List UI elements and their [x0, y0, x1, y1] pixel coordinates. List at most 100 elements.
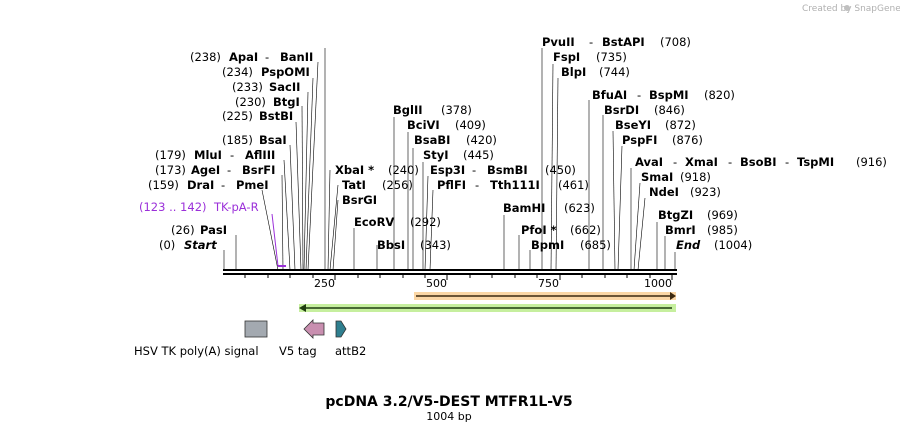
- pflfi-sep: -: [475, 178, 479, 192]
- fspi-label[interactable]: FspI: [553, 50, 580, 64]
- tspmi-label[interactable]: TspMI: [797, 155, 834, 169]
- snapgene-logo-icon: [844, 5, 850, 11]
- attb2-arrow-icon[interactable]: [335, 320, 347, 338]
- bpmi-pos: (685): [580, 238, 611, 252]
- sacii-label[interactable]: SacII: [269, 80, 300, 94]
- bfuai-bspmi-pos: (820): [704, 88, 735, 102]
- agei-label[interactable]: AgeI: [191, 163, 220, 177]
- bamhi-label[interactable]: BamHI: [503, 201, 545, 215]
- pasi-pos: (26): [171, 223, 195, 237]
- axis-ticks: [244, 275, 673, 280]
- bsabi-label[interactable]: BsaBI: [414, 133, 450, 147]
- bamhi-pos: (623): [564, 201, 595, 215]
- pmei-label[interactable]: PmeI: [236, 178, 269, 192]
- blpi-label[interactable]: BlpI: [561, 65, 586, 79]
- bbsi-label[interactable]: BbsI: [377, 238, 405, 252]
- fspi-pos: (735): [596, 50, 627, 64]
- pasi-label[interactable]: PasI: [200, 223, 227, 237]
- pfoi-label[interactable]: PfoI *: [521, 223, 557, 237]
- snapgene-credit: Created by SnapGene: [802, 4, 900, 14]
- orf-feature-arrowhead-icon: [670, 292, 676, 300]
- bseyi-label[interactable]: BseYI: [615, 118, 651, 132]
- pspfi-label[interactable]: PspFI: [622, 133, 657, 147]
- primer-name[interactable]: TK-pA-R: [213, 200, 259, 214]
- smai-label[interactable]: SmaI: [641, 170, 673, 184]
- tati-pos: (256): [382, 178, 413, 192]
- sacii-pos: (233): [232, 80, 263, 94]
- esp3i-label[interactable]: Esp3I: [430, 163, 465, 177]
- drai-label[interactable]: DraI: [187, 178, 214, 192]
- pfoi-pos: (662): [570, 223, 601, 237]
- bsobi-label[interactable]: BsoBI: [740, 155, 777, 169]
- bstapi-label[interactable]: BstAPI: [602, 35, 645, 49]
- bsai-pos: (185): [222, 133, 253, 147]
- bcivi-pos: (409): [455, 118, 486, 132]
- bsai-label[interactable]: BsaI: [259, 133, 287, 147]
- tati-label[interactable]: TatI: [342, 178, 366, 192]
- bglii-pos: (378): [441, 103, 472, 117]
- apai-banii-pos: (238): [190, 50, 221, 64]
- banii-label[interactable]: BanII: [280, 50, 313, 64]
- end-label: End: [676, 238, 701, 252]
- esp3i-bsmbi-pos: (450): [545, 163, 576, 177]
- bsrdi-label[interactable]: BsrDI: [604, 103, 639, 117]
- drai-pmei-pos: (159): [148, 178, 179, 192]
- attb2-label: attB2: [335, 344, 366, 358]
- apai-label[interactable]: ApaI: [229, 50, 258, 64]
- avai-sep3: -: [785, 155, 789, 169]
- pvuii-label[interactable]: PvuII: [542, 35, 575, 49]
- btgi-label[interactable]: BtgI: [273, 95, 300, 109]
- primer-range: (123 .. 142): [139, 200, 207, 214]
- xbai-label[interactable]: XbaI *: [335, 163, 374, 177]
- bfuai-label[interactable]: BfuAI: [592, 88, 627, 102]
- btgzi-label[interactable]: BtgZI: [658, 208, 693, 222]
- mlui-label[interactable]: MluI: [194, 148, 222, 162]
- hsv-tk-polya-box[interactable]: [244, 320, 268, 338]
- sequence-backbone-top: [223, 269, 677, 271]
- drai-sep: -: [221, 178, 225, 192]
- bsrgi-label[interactable]: BsrGI: [342, 193, 377, 207]
- bcivi-label[interactable]: BciVI: [407, 118, 440, 132]
- mlui-afliii-pos: (179): [155, 148, 186, 162]
- bmri-label[interactable]: BmrI: [665, 223, 696, 237]
- esp3i-sep: -: [472, 163, 476, 177]
- avai-sep1: -: [673, 155, 677, 169]
- pspomi-pos: (234): [222, 65, 253, 79]
- cut-site-lines: [223, 48, 676, 271]
- agei-sep: -: [227, 163, 231, 177]
- pspomi-label[interactable]: PspOMI: [261, 65, 310, 79]
- ndei-label[interactable]: NdeI: [649, 185, 679, 199]
- bspmi-label[interactable]: BspMI: [649, 88, 689, 102]
- tick-label-250: 250: [314, 277, 335, 290]
- styi-label[interactable]: StyI: [423, 148, 449, 162]
- bpmi-label[interactable]: BpmI: [531, 238, 564, 252]
- ecorv-label[interactable]: EcoRV: [354, 215, 394, 229]
- afliii-label[interactable]: AflIII: [245, 148, 275, 162]
- bstbi-pos: (225): [222, 109, 253, 123]
- tth111i-label[interactable]: Tth111I: [490, 178, 540, 192]
- pspfi-pos: (876): [672, 133, 703, 147]
- avai-label[interactable]: AvaI: [635, 155, 663, 169]
- xmai-label[interactable]: XmaI: [685, 155, 718, 169]
- bstbi-label[interactable]: BstBI: [259, 109, 293, 123]
- bseyi-pos: (872): [665, 118, 696, 132]
- avai-group-pos: (916): [856, 155, 887, 169]
- styi-pos: (445): [463, 148, 494, 162]
- v5-tag-arrow-icon[interactable]: [303, 319, 325, 339]
- bglii-label[interactable]: BglII: [393, 103, 423, 117]
- xbai-pos: (240): [388, 163, 419, 177]
- primer-leader-line: [271, 213, 279, 267]
- pvuii-bstapi-pos: (708): [660, 35, 691, 49]
- smai-pos: (918): [680, 170, 711, 184]
- end-pos: (1004): [714, 238, 752, 252]
- pflfi-label[interactable]: PflFI: [437, 178, 466, 192]
- btgi-pos: (230): [235, 95, 266, 109]
- avai-sep2: -: [728, 155, 732, 169]
- green-feature-arrowhead-icon: [299, 304, 306, 312]
- start-pos: (0): [159, 238, 175, 252]
- tick-label-1000: 1000: [644, 277, 672, 290]
- bsrfi-label[interactable]: BsrFI: [242, 163, 275, 177]
- bsrdi-pos: (846): [654, 103, 685, 117]
- bsmbi-label[interactable]: BsmBI: [487, 163, 528, 177]
